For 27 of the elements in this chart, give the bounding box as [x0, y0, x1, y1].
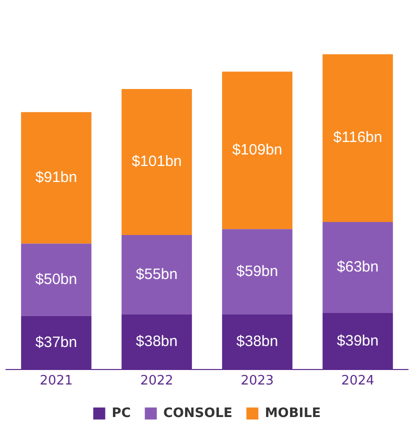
data-label: $38bn: [236, 333, 278, 350]
data-label: $50bn: [35, 270, 78, 288]
data-label: $59bn: [236, 262, 278, 280]
data-label: $63bn: [336, 258, 379, 276]
bar: [322, 222, 393, 314]
legend-label: MOBILE: [264, 406, 321, 421]
bar: [222, 72, 292, 230]
bar: [322, 54, 393, 222]
data-label: $37bn: [35, 334, 78, 351]
bar: [21, 244, 92, 316]
data-label: $39bn: [336, 332, 379, 350]
legend-label: PC: [112, 406, 131, 421]
x-tick-label: 2023: [240, 374, 274, 389]
data-label: $101bn: [132, 153, 182, 170]
legend-label: CONSOLE: [163, 406, 232, 421]
data-label: $109bn: [232, 142, 282, 159]
x-tick-label: 2022: [140, 374, 174, 389]
data-label: $91bn: [35, 169, 78, 186]
data-label: $55bn: [136, 266, 178, 283]
x-tick-label: 2024: [341, 374, 374, 389]
bar: [122, 234, 192, 314]
bar: [122, 88, 192, 235]
x-tick-label: 2021: [40, 374, 73, 389]
data-label: $116bn: [333, 129, 382, 146]
bar: [21, 112, 92, 244]
bar: [222, 229, 292, 314]
data-label: $38bn: [136, 333, 178, 350]
